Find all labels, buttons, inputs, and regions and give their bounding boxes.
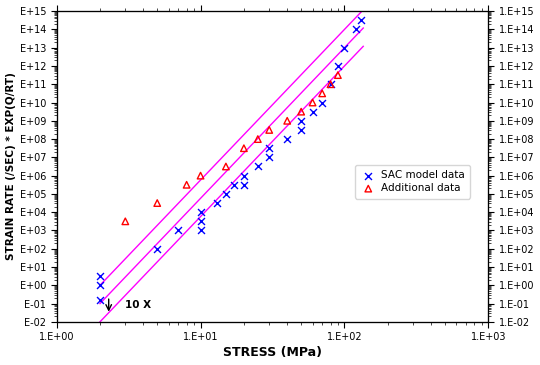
- SAC model data: [326, 81, 335, 87]
- Text: 10 X: 10 X: [125, 300, 151, 310]
- Y-axis label: STRAIN RATE (/SEC) * EXP(Q/RT): STRAIN RATE (/SEC) * EXP(Q/RT): [5, 73, 16, 260]
- Additional data: [221, 164, 230, 169]
- Additional data: [196, 173, 205, 178]
- Additional data: [153, 200, 161, 206]
- Additional data: [334, 72, 342, 78]
- SAC model data: [240, 182, 248, 188]
- SAC model data: [265, 154, 274, 160]
- SAC model data: [153, 246, 161, 251]
- X-axis label: STRESS (MPa): STRESS (MPa): [223, 346, 322, 360]
- SAC model data: [265, 145, 274, 151]
- SAC model data: [308, 109, 317, 115]
- SAC model data: [96, 273, 104, 279]
- Additional data: [308, 100, 317, 105]
- Additional data: [265, 127, 274, 133]
- SAC model data: [340, 45, 349, 51]
- SAC model data: [196, 209, 205, 215]
- SAC model data: [297, 118, 306, 124]
- Additional data: [240, 145, 248, 151]
- Additional data: [318, 91, 327, 96]
- SAC model data: [356, 17, 365, 23]
- SAC model data: [96, 297, 104, 303]
- SAC model data: [96, 283, 104, 288]
- Additional data: [326, 81, 335, 87]
- Legend: SAC model data, Additional data: SAC model data, Additional data: [355, 165, 470, 199]
- SAC model data: [196, 227, 205, 233]
- SAC model data: [230, 182, 238, 188]
- SAC model data: [253, 164, 262, 169]
- SAC model data: [283, 136, 292, 142]
- SAC model data: [174, 227, 183, 233]
- SAC model data: [352, 27, 360, 32]
- SAC model data: [334, 63, 342, 69]
- Additional data: [297, 109, 306, 115]
- Additional data: [183, 182, 191, 188]
- SAC model data: [318, 100, 327, 105]
- SAC model data: [297, 127, 306, 133]
- SAC model data: [196, 218, 205, 224]
- Additional data: [253, 136, 262, 142]
- SAC model data: [240, 173, 248, 178]
- SAC model data: [221, 191, 230, 197]
- SAC model data: [213, 200, 221, 206]
- Additional data: [121, 218, 130, 224]
- Additional data: [283, 118, 292, 124]
